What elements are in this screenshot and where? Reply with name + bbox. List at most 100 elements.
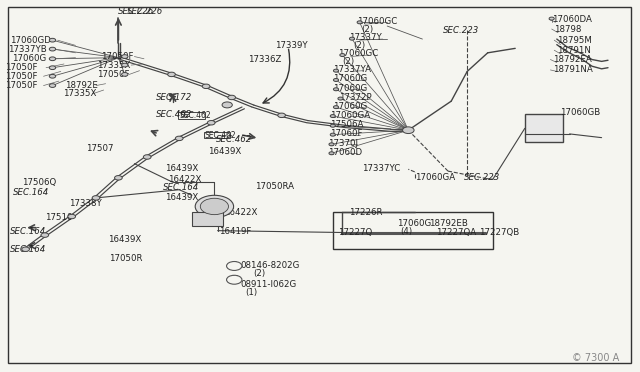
Text: 17227Q: 17227Q	[338, 228, 372, 237]
Circle shape	[333, 69, 339, 72]
Circle shape	[122, 55, 128, 58]
Bar	[333, 212, 493, 249]
Text: 16439X: 16439X	[165, 193, 198, 202]
Circle shape	[228, 95, 236, 100]
Text: 17050R: 17050R	[109, 254, 142, 263]
Text: SEC.462: SEC.462	[205, 131, 236, 140]
Text: 17337Y: 17337Y	[349, 33, 381, 42]
Circle shape	[115, 176, 122, 180]
Circle shape	[207, 121, 215, 125]
Text: 17060G: 17060G	[333, 84, 367, 93]
Text: 18791NA: 18791NA	[553, 65, 593, 74]
Circle shape	[222, 102, 232, 108]
Text: 17060GB: 17060GB	[560, 108, 600, 117]
Text: (2): (2)	[353, 41, 365, 50]
Text: 17337YB: 17337YB	[8, 45, 47, 54]
Text: (4): (4)	[400, 227, 412, 236]
Text: 17227QA: 17227QA	[436, 228, 477, 237]
Circle shape	[403, 127, 414, 134]
Circle shape	[329, 152, 334, 155]
Circle shape	[41, 233, 49, 237]
Circle shape	[122, 73, 128, 76]
Text: 17060GD: 17060GD	[10, 36, 51, 45]
Circle shape	[49, 38, 56, 42]
Text: 16419F: 16419F	[219, 227, 252, 236]
Text: 18792EA: 18792EA	[553, 55, 592, 64]
Text: 17050F: 17050F	[5, 72, 38, 81]
Text: (1): (1)	[245, 288, 257, 296]
Circle shape	[68, 214, 76, 219]
Text: © 7300 A: © 7300 A	[572, 353, 620, 363]
Text: 17337YC: 17337YC	[362, 164, 400, 173]
Text: 17335X: 17335X	[63, 89, 96, 98]
Circle shape	[195, 195, 234, 218]
Text: 17060GA: 17060GA	[330, 111, 370, 120]
Text: 16422X: 16422X	[224, 208, 257, 217]
Circle shape	[330, 124, 335, 127]
Text: 18792EB: 18792EB	[429, 219, 468, 228]
Circle shape	[49, 57, 56, 61]
Circle shape	[122, 63, 128, 67]
Text: 17060F: 17060F	[330, 129, 362, 138]
Text: 17337YA: 17337YA	[333, 65, 371, 74]
Text: 17060G: 17060G	[333, 74, 367, 83]
Text: SEC.223: SEC.223	[464, 173, 500, 182]
Text: (2): (2)	[253, 269, 266, 278]
Text: 18795M: 18795M	[557, 36, 591, 45]
Text: SEC.226: SEC.226	[118, 7, 155, 16]
Text: 17060GC: 17060GC	[357, 17, 397, 26]
Text: 17335X: 17335X	[97, 61, 131, 70]
Text: 17372P: 17372P	[339, 93, 372, 102]
Circle shape	[333, 78, 339, 81]
Circle shape	[49, 47, 56, 51]
Text: (2): (2)	[362, 25, 374, 33]
Text: SEC.164: SEC.164	[163, 183, 200, 192]
Text: SEC.172: SEC.172	[156, 93, 193, 102]
Text: 17050F: 17050F	[5, 63, 38, 72]
Text: SEC.462: SEC.462	[216, 135, 253, 144]
Text: 17050F: 17050F	[101, 52, 134, 61]
Text: 08911-I062G: 08911-I062G	[241, 280, 297, 289]
Text: 17507: 17507	[86, 144, 114, 153]
Circle shape	[175, 136, 183, 141]
Text: 16422X: 16422X	[168, 175, 201, 184]
Text: 17060DA: 17060DA	[552, 15, 591, 24]
Text: 17227QB: 17227QB	[479, 228, 519, 237]
Text: SEC.164: SEC.164	[10, 245, 46, 254]
Text: 18792E: 18792E	[65, 81, 98, 90]
Circle shape	[168, 72, 175, 77]
Text: 17506Q: 17506Q	[22, 178, 57, 187]
Circle shape	[143, 155, 151, 159]
Circle shape	[227, 275, 242, 284]
Text: SEC.164: SEC.164	[10, 227, 46, 236]
Circle shape	[357, 21, 362, 24]
Text: 16439X: 16439X	[108, 235, 141, 244]
Text: 17060GC: 17060GC	[338, 49, 378, 58]
Text: 16439X: 16439X	[165, 164, 198, 173]
Text: 17370J: 17370J	[328, 139, 358, 148]
Text: 17050F: 17050F	[97, 70, 130, 79]
Text: 17060G: 17060G	[333, 102, 367, 110]
Text: 17060GA: 17060GA	[415, 173, 455, 182]
Circle shape	[330, 115, 335, 118]
Bar	[192, 212, 223, 226]
Text: 17060D: 17060D	[328, 148, 362, 157]
Circle shape	[330, 133, 335, 136]
Text: 17510: 17510	[45, 213, 72, 222]
Text: 17338Y: 17338Y	[69, 199, 102, 208]
Circle shape	[333, 106, 339, 109]
Text: SEC.223: SEC.223	[443, 26, 479, 35]
Text: 16439X: 16439X	[208, 147, 241, 156]
Text: SEC.226: SEC.226	[127, 7, 163, 16]
Text: 17226R: 17226R	[349, 208, 382, 217]
Text: 17060G: 17060G	[397, 219, 431, 228]
Circle shape	[278, 113, 285, 118]
Text: 17506A: 17506A	[330, 120, 363, 129]
Circle shape	[340, 54, 345, 57]
Text: 17050RA: 17050RA	[255, 182, 294, 191]
Text: SEC.462: SEC.462	[156, 110, 193, 119]
Circle shape	[202, 84, 210, 89]
Circle shape	[549, 17, 554, 20]
Text: 17050F: 17050F	[5, 81, 38, 90]
Text: 17336Z: 17336Z	[248, 55, 282, 64]
